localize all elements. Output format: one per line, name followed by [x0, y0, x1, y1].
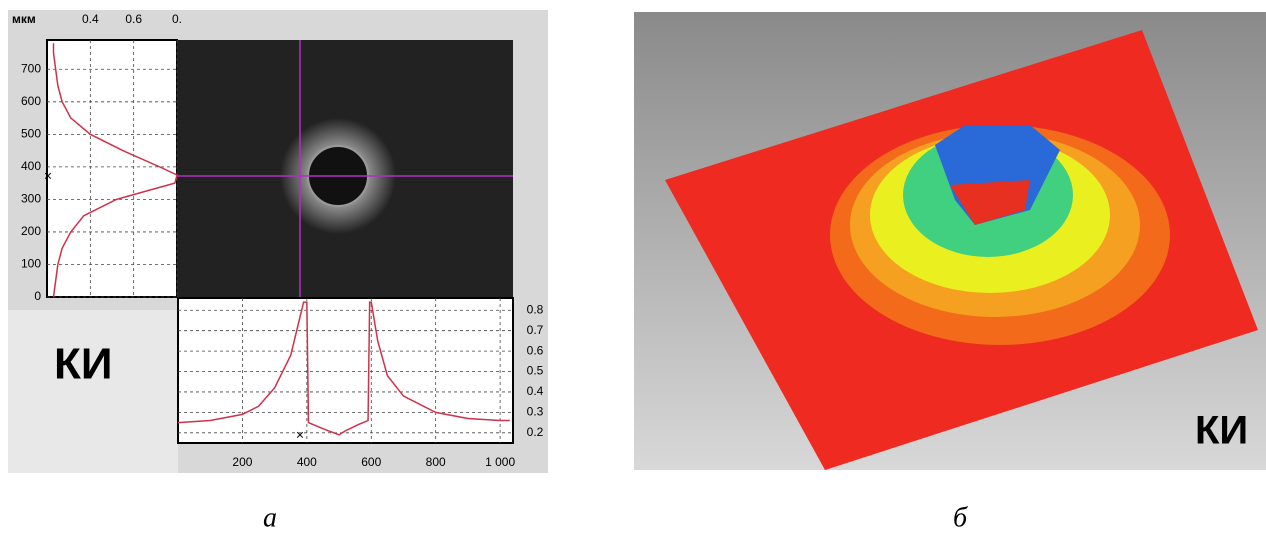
left-plot-frame [47, 40, 177, 297]
y-tick-label: 100 [21, 257, 41, 271]
y-tick-label: 500 [21, 127, 41, 141]
y-tick-label: 400 [21, 159, 41, 173]
y-tick-label: 0.4 [527, 384, 544, 398]
y-axis-label: мкм [12, 12, 36, 26]
y-tick-label: 700 [21, 61, 41, 75]
y-tick-label: 0.2 [527, 425, 544, 439]
y-tick-label: 300 [21, 192, 41, 206]
cursor: × [44, 168, 52, 184]
y-tick-label: 0.5 [527, 364, 544, 378]
x-tick-label: 200 [232, 455, 252, 469]
page: {"chart_data": [ {"type": "line", "orien… [0, 0, 1266, 541]
x-tick-label: 0.4 [82, 12, 99, 26]
x-tick-label: 800 [426, 455, 446, 469]
note-area [8, 310, 178, 473]
y-tick-label: 0.8 [527, 302, 544, 316]
bottom-plot-frame [178, 298, 513, 443]
x-tick-label: 600 [361, 455, 381, 469]
panel-note: КИ [1195, 409, 1248, 453]
x-tick-label: 0. [172, 12, 182, 26]
y-tick-label: 0 [34, 289, 41, 303]
y-tick-label: 0.7 [527, 323, 544, 337]
y-tick-label: 0.3 [527, 405, 544, 419]
x-tick-label: 1 000 [485, 455, 515, 469]
cursor: × [296, 427, 304, 443]
panel-label: а [263, 502, 277, 533]
figure: КИ × × а КИ б 0.4 0.6 0. 0 100 200 300 400 500 60… [0, 0, 1266, 536]
y-tick-label: 600 [21, 94, 41, 108]
x-tick-label: 400 [297, 455, 317, 469]
y-tick-label: 0.6 [527, 343, 544, 357]
x-tick-label: 0.6 [125, 12, 142, 26]
panel-label: б [953, 502, 968, 533]
panel-note: КИ [54, 340, 112, 389]
y-tick-label: 200 [21, 224, 41, 238]
